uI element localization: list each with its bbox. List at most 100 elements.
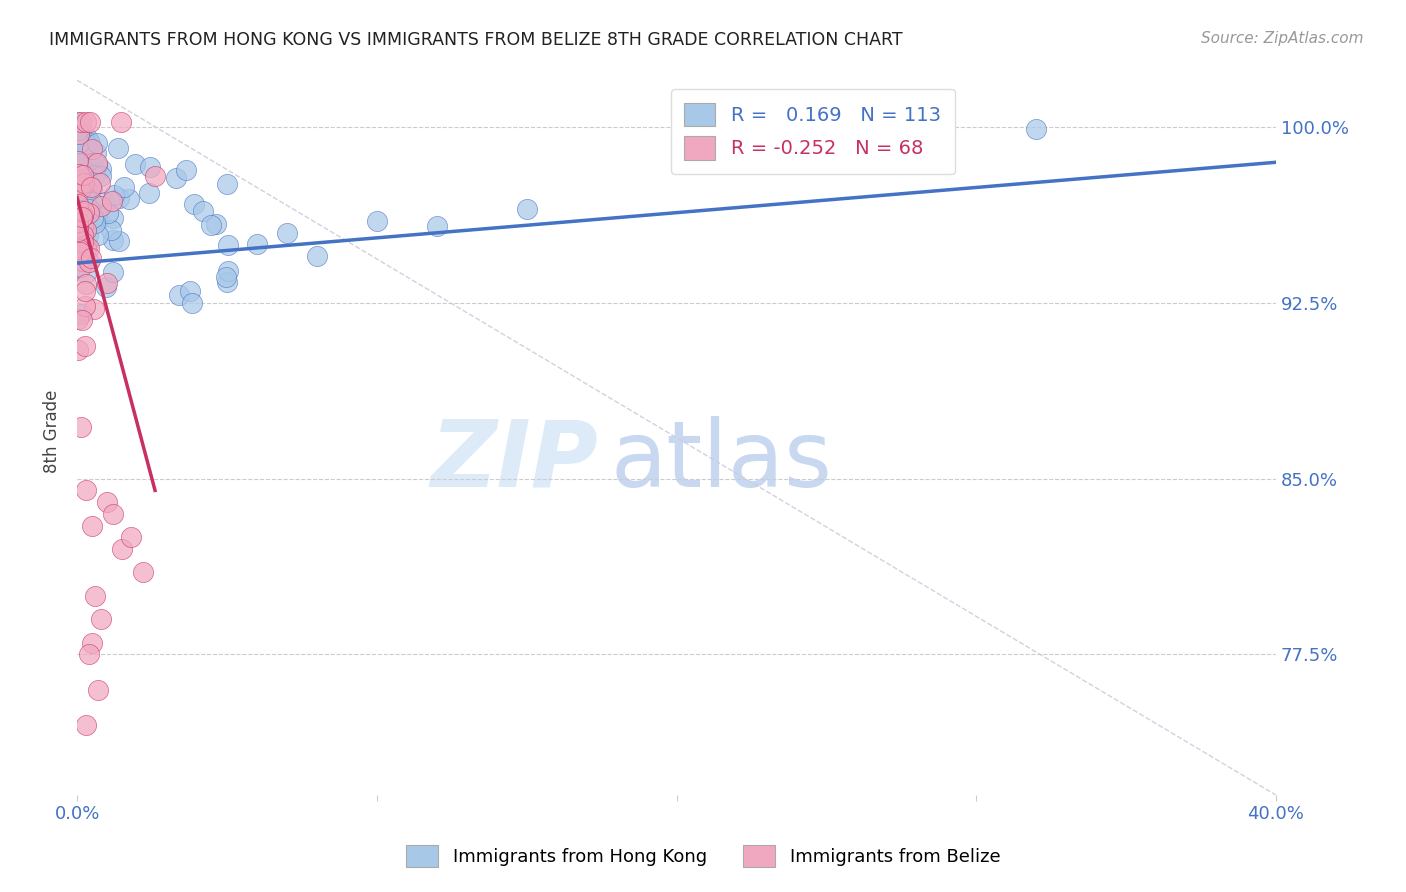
Point: [77, 648, 100, 662]
Point: [72, 254, 94, 268]
Point: [77, 241, 100, 255]
Text: ZIP: ZIP: [430, 416, 599, 506]
Point: [276, 226, 298, 240]
Point: [76, 136, 98, 151]
Point: [103, 187, 125, 202]
Point: [217, 264, 239, 278]
Point: [75, 242, 97, 256]
Point: [90, 161, 112, 176]
Point: [69, 156, 91, 170]
Point: [165, 171, 187, 186]
Point: [86, 156, 108, 170]
Point: [70, 244, 93, 258]
Point: [72, 312, 94, 326]
Point: [69, 184, 91, 198]
Point: [217, 275, 239, 289]
Point: [110, 115, 132, 129]
Point: [66, 154, 89, 169]
Point: [69, 180, 91, 194]
Point: [101, 211, 124, 225]
Point: [75, 202, 97, 216]
Point: [75, 718, 97, 732]
Point: [82, 142, 104, 156]
Point: [83, 301, 105, 316]
Point: [87, 211, 110, 226]
Point: [101, 265, 124, 279]
Point: [69, 234, 91, 248]
Point: [118, 192, 141, 206]
Point: [84, 589, 107, 603]
Point: [138, 186, 160, 200]
Point: [70, 157, 93, 171]
Point: [67, 180, 90, 194]
Point: [83, 168, 105, 182]
Point: [108, 234, 131, 248]
Point: [169, 288, 191, 302]
Point: [83, 216, 105, 230]
Point: [80, 518, 103, 533]
Point: [75, 115, 97, 129]
Point: [69, 183, 91, 197]
Point: [66, 343, 89, 358]
Point: [179, 284, 201, 298]
Point: [72, 162, 94, 177]
Point: [66, 232, 89, 246]
Point: [246, 237, 269, 252]
Point: [79, 205, 101, 219]
Point: [205, 217, 228, 231]
Point: [72, 213, 94, 227]
Point: [69, 197, 91, 211]
Point: [215, 270, 238, 285]
Point: [77, 175, 100, 189]
Point: [72, 172, 94, 186]
Point: [176, 163, 198, 178]
Point: [145, 169, 167, 183]
Point: [120, 530, 142, 544]
Point: [72, 219, 94, 234]
Point: [66, 312, 89, 326]
Point: [193, 203, 215, 218]
Point: [80, 181, 103, 195]
Point: [66, 196, 89, 211]
Point: [72, 209, 94, 223]
Point: [183, 197, 205, 211]
Point: [69, 245, 91, 260]
Point: [77, 202, 100, 216]
Point: [69, 237, 91, 252]
Point: [82, 160, 104, 174]
Point: [70, 258, 93, 272]
Point: [80, 251, 103, 265]
Point: [70, 195, 93, 210]
Point: [66, 115, 89, 129]
Point: [67, 136, 90, 150]
Point: [73, 174, 96, 188]
Point: [75, 266, 97, 280]
Point: [86, 158, 108, 172]
Point: [72, 228, 94, 243]
Point: [69, 420, 91, 434]
Point: [66, 186, 89, 200]
Point: [77, 183, 100, 197]
Legend: R =   0.169   N = 113, R = -0.252   N = 68: R = 0.169 N = 113, R = -0.252 N = 68: [671, 89, 955, 174]
Point: [72, 168, 94, 182]
Point: [516, 202, 538, 216]
Point: [66, 187, 89, 202]
Point: [76, 137, 98, 152]
Point: [94, 280, 117, 294]
Point: [66, 232, 89, 246]
Point: [107, 141, 129, 155]
Point: [79, 115, 101, 129]
Point: [73, 207, 96, 221]
Point: [132, 566, 155, 580]
Point: [66, 181, 89, 195]
Point: [87, 227, 110, 242]
Point: [67, 153, 90, 168]
Point: [67, 167, 90, 181]
Point: [89, 177, 111, 191]
Point: [101, 233, 124, 247]
Point: [217, 238, 239, 252]
Point: [70, 206, 93, 220]
Point: [66, 206, 89, 220]
Point: [75, 182, 97, 196]
Point: [200, 218, 222, 232]
